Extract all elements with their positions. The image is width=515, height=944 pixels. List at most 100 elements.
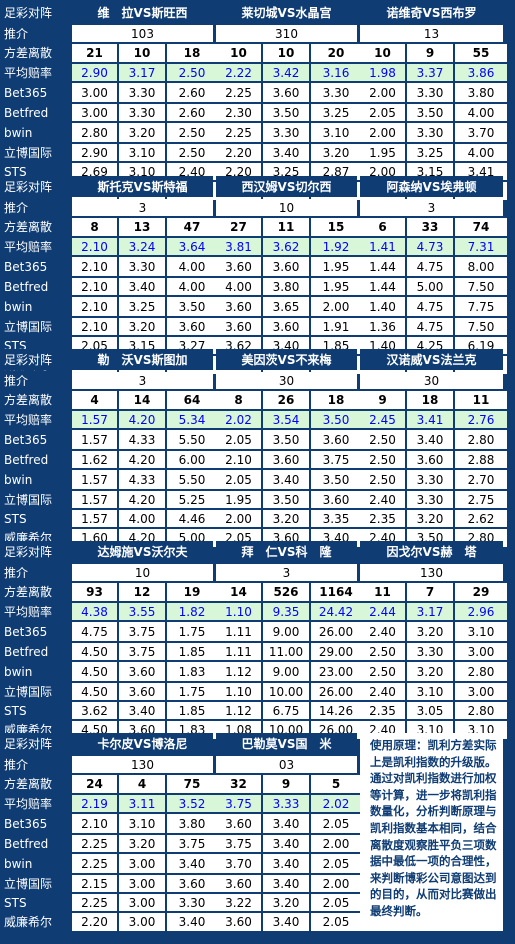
odds-value: 1.95 <box>311 257 361 276</box>
match-recommendation: 30 <box>216 372 357 389</box>
odds-value: 2.80 <box>72 123 117 142</box>
odds-value: 2.25 <box>72 854 117 873</box>
odds-value: 3.00 <box>119 875 165 892</box>
odds-value: 3.70 <box>216 854 261 873</box>
match-title: 勒 沃VS斯图加 <box>72 349 213 370</box>
odds-value: 3.40 <box>263 875 309 892</box>
odds-value: 3.60 <box>263 257 309 276</box>
dispersion-value: 9 <box>407 44 453 62</box>
odds-value: 3.20 <box>263 510 309 527</box>
odds-value: 2.35 <box>360 702 405 719</box>
odds-value: 2.60 <box>167 83 217 102</box>
odds-value: 3.41 <box>455 163 507 180</box>
odds-value: 1.75 <box>167 622 217 641</box>
odds-value: 2.00 <box>360 123 405 142</box>
odds-value: 2.25 <box>72 835 117 852</box>
odds-value: 2.00 <box>216 510 261 527</box>
odds-value: 4.50 <box>72 662 117 681</box>
odds-value: 3.10 <box>407 683 453 700</box>
odds-value: 2.50 <box>360 451 405 468</box>
odds-value: 3.60 <box>119 662 165 681</box>
dispersion-value: 14 <box>119 391 165 409</box>
odds-value: 3.60 <box>311 491 361 508</box>
row-label-match: 足彩对阵 <box>2 733 72 754</box>
average-odds-value: 3.33 <box>263 795 309 812</box>
average-odds-value: 3.86 <box>455 64 507 81</box>
odds-value: 3.10 <box>119 814 165 833</box>
dispersion-value: 10 <box>119 44 165 62</box>
odds-value: 4.00 <box>119 510 165 527</box>
average-odds-value: 1.82 <box>167 603 217 620</box>
dispersion-value: 18 <box>311 391 361 409</box>
odds-value: 3.40 <box>167 854 217 873</box>
dispersion-value: 526 <box>263 583 309 601</box>
odds-value: 1.95 <box>216 491 261 508</box>
odds-value: 3.25 <box>263 163 309 180</box>
odds-value: 2.35 <box>360 510 405 527</box>
odds-value: 8.00 <box>455 257 507 276</box>
odds-value: 2.05 <box>216 430 261 449</box>
odds-value: 3.65 <box>263 297 309 316</box>
match-recommendation: 130 <box>72 756 213 773</box>
odds-value: 2.80 <box>455 430 507 449</box>
odds-value: 2.00 <box>311 297 361 316</box>
odds-value: 3.20 <box>263 894 309 911</box>
row-label-average-odds: 平均赔率 <box>2 238 72 255</box>
odds-value: 2.69 <box>72 163 117 180</box>
odds-value: 2.25 <box>216 123 261 142</box>
odds-value: 3.40 <box>119 702 165 719</box>
average-odds-value: 4.38 <box>72 603 117 620</box>
match-title: 维 拉VS斯旺西 <box>72 2 213 23</box>
odds-value: 2.40 <box>167 163 217 180</box>
average-odds-value: 7.31 <box>455 238 507 255</box>
odds-value: 3.25 <box>407 144 453 161</box>
odds-value: 3.00 <box>72 83 117 102</box>
odds-value: 3.20 <box>311 144 361 161</box>
average-odds-value: 1.10 <box>216 603 261 620</box>
odds-value: 4.75 <box>407 318 453 335</box>
row-label-dispersion: 方差离散 <box>2 583 72 601</box>
odds-value: 3.00 <box>119 913 165 931</box>
odds-value: 1.57 <box>72 470 117 489</box>
dispersion-value: 14 <box>216 583 261 601</box>
average-odds-value: 2.96 <box>455 603 507 620</box>
dispersion-value: 13 <box>119 218 165 236</box>
odds-value: 3.25 <box>311 104 361 121</box>
row-label-bookmaker: bwin <box>2 662 72 681</box>
average-odds-value: 3.54 <box>263 411 309 428</box>
odds-value: 3.40 <box>167 913 217 931</box>
dispersion-value: 19 <box>167 583 217 601</box>
odds-value: 3.50 <box>407 104 453 121</box>
row-label-recommend: 推介 <box>2 756 72 773</box>
odds-value: 3.10 <box>119 163 165 180</box>
odds-value: 1.75 <box>167 683 217 700</box>
odds-value: 3.00 <box>119 894 165 911</box>
odds-value: 3.30 <box>407 643 453 660</box>
dispersion-value: 55 <box>455 44 507 62</box>
odds-value: 3.60 <box>263 451 309 468</box>
odds-value: 3.40 <box>263 814 309 833</box>
average-odds-value: 5.34 <box>167 411 217 428</box>
row-label-bookmaker: Betfred <box>2 278 72 295</box>
dispersion-value: 21 <box>72 44 117 62</box>
odds-value: 2.30 <box>216 104 261 121</box>
odds-value: 3.40 <box>263 144 309 161</box>
odds-value: 3.20 <box>119 318 165 335</box>
row-label-average-odds: 平均赔率 <box>2 795 72 812</box>
odds-value: 3.30 <box>407 123 453 142</box>
odds-value: 3.50 <box>263 430 309 449</box>
average-odds-value: 4.73 <box>407 238 453 255</box>
odds-value: 3.10 <box>311 123 361 142</box>
odds-value: 3.60 <box>216 814 261 833</box>
odds-value: 3.20 <box>407 510 453 527</box>
dispersion-value: 29 <box>455 583 507 601</box>
odds-value: 3.10 <box>119 144 165 161</box>
odds-value: 3.60 <box>167 318 217 335</box>
row-label-recommend: 推介 <box>2 372 72 389</box>
odds-value: 3.00 <box>455 683 507 700</box>
dispersion-value: 11 <box>455 391 507 409</box>
match-recommendation: 10 <box>216 199 357 216</box>
odds-value: 3.40 <box>263 913 309 931</box>
odds-value: 1.44 <box>360 257 405 276</box>
match-title: 卡尔皮VS博洛尼 <box>72 733 213 754</box>
